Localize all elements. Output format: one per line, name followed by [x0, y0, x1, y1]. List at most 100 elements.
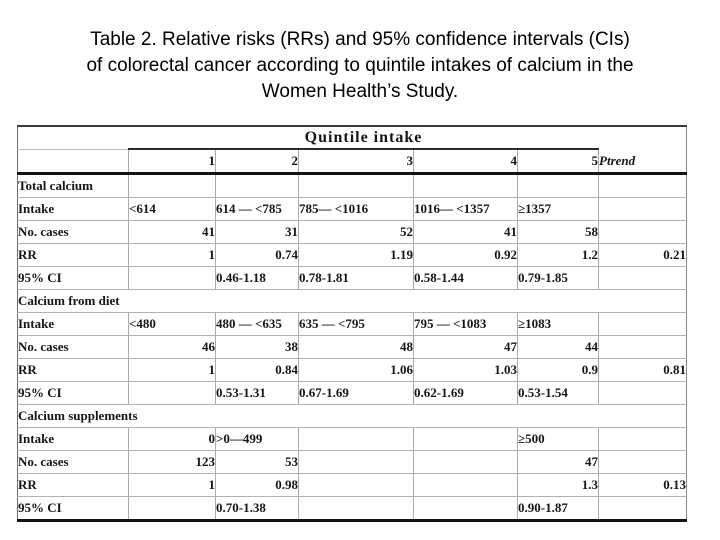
value-cell: 0.53-1.31	[215, 381, 299, 405]
slide-title: Table 2. Relative risks (RRs) and 95% co…	[0, 27, 720, 105]
value-cell	[413, 496, 518, 521]
column-numbers-row: 1 2 3 4 5 Ptrend	[17, 149, 687, 175]
section-header-row: Calcium from diet	[17, 289, 687, 313]
data-row: 95% CI 0.46-1.18 0.78-1.81 0.58-1.44 0.79-1.…	[17, 266, 687, 290]
value-cell: 58	[516, 220, 599, 244]
value-cell: 0.90-1.87	[516, 496, 599, 521]
value-cell: 1	[128, 358, 216, 382]
value-cell: 0.53-1.54	[516, 381, 599, 405]
value-cell: 31	[215, 220, 299, 244]
value-cell: 795 — <1083	[413, 312, 518, 336]
row-label: RR	[17, 358, 129, 382]
value-cell: 1	[128, 243, 216, 267]
section-header-row: Calcium supplements	[17, 404, 687, 428]
row-label: 95% CI	[17, 381, 129, 405]
value-cell: 0.70-1.38	[215, 496, 299, 521]
value-cell	[298, 496, 414, 521]
value-cell: 785— <1016	[298, 197, 414, 221]
data-row: RR 1 0.98 1.3 0.13	[17, 473, 687, 497]
value-cell: 1.03	[413, 358, 518, 382]
value-cell	[413, 473, 518, 497]
data-row: Intake <614 614 — <785 785— <1016 1016— <135…	[17, 197, 687, 221]
value-cell: <480	[128, 312, 216, 336]
value-cell	[413, 427, 518, 451]
empty-cell	[413, 173, 518, 198]
value-cell: 123	[128, 450, 216, 474]
ptrend-value-cell	[598, 220, 687, 244]
value-cell	[298, 427, 414, 451]
row-label: No. cases	[17, 335, 129, 359]
value-cell	[413, 450, 518, 474]
value-cell: 0	[128, 427, 216, 451]
value-cell: 0.58-1.44	[413, 266, 518, 290]
value-cell: 1.3	[516, 473, 599, 497]
value-cell: 47	[516, 450, 599, 474]
data-row: No. cases 123 53 47	[17, 450, 687, 474]
section-label: Total calcium	[17, 173, 129, 198]
row-label: 95% CI	[17, 496, 129, 521]
value-cell	[128, 496, 216, 521]
ptrend-value-cell: 0.21	[598, 243, 687, 267]
value-cell: 0.9	[516, 358, 599, 382]
quintile-intake-header: Quintile intake	[128, 126, 599, 150]
ptrend-value-cell	[598, 381, 687, 405]
value-cell: 1	[128, 473, 216, 497]
value-cell: <614	[128, 197, 216, 221]
quintile-header-row: Quintile intake	[17, 126, 687, 150]
header-corner-cell	[17, 126, 129, 150]
value-cell: 1.2	[516, 243, 599, 267]
ptrend-header-cell: Ptrend	[598, 149, 687, 175]
ptrend-value-cell: 0.13	[598, 473, 687, 497]
value-cell	[298, 450, 414, 474]
value-cell: 48	[298, 335, 414, 359]
value-cell: 0.74	[215, 243, 299, 267]
value-cell: 0.92	[413, 243, 518, 267]
value-cell	[128, 381, 216, 405]
value-cell	[128, 266, 216, 290]
section-label: Calcium supplements	[17, 404, 687, 428]
data-row: No. cases 46 38 48 47 44	[17, 335, 687, 359]
row-label: RR	[17, 243, 129, 267]
data-row: 95% CI 0.53-1.31 0.67-1.69 0.62-1.69 0.53-1.…	[17, 381, 687, 405]
title-line-1: Table 2. Relative risks (RRs) and 95% co…	[90, 29, 630, 50]
value-cell: 0.67-1.69	[298, 381, 414, 405]
row-label: RR	[17, 473, 129, 497]
section-header-row: Total calcium	[17, 173, 687, 198]
ptrend-value-cell	[598, 266, 687, 290]
value-cell: 0.98	[215, 473, 299, 497]
title-line-3: Women Health’s Study.	[261, 81, 459, 102]
row-label: Intake	[17, 197, 129, 221]
data-row: Intake <480 480 — <635 635 — <795 795 — <108…	[17, 312, 687, 336]
row-label: Intake	[17, 312, 129, 336]
data-row: RR 1 0.84 1.06 1.03 0.9 0.81	[17, 358, 687, 382]
value-cell: 1.19	[298, 243, 414, 267]
section-label: Calcium from diet	[17, 289, 687, 313]
value-cell: 635 — <795	[298, 312, 414, 336]
ptrend-value-cell	[598, 197, 687, 221]
value-cell: 41	[128, 220, 216, 244]
empty-cell	[298, 173, 414, 198]
row-label: 95% CI	[17, 266, 129, 290]
value-cell: 1.06	[298, 358, 414, 382]
value-cell: ≥1083	[516, 312, 599, 336]
data-row: Intake 0 >0—499 ≥500	[17, 427, 687, 451]
row-label: Intake	[17, 427, 129, 451]
column-number-cell: 4	[413, 149, 518, 175]
ptrend-value-cell	[598, 450, 687, 474]
column-number-cell: 3	[298, 149, 414, 175]
value-cell: 0.79-1.85	[516, 266, 599, 290]
empty-cell	[128, 173, 216, 198]
data-row: No. cases 41 31 52 41 58	[17, 220, 687, 244]
value-cell: 614 — <785	[215, 197, 299, 221]
title-line-2: of colorectal cancer according to quinti…	[86, 55, 634, 76]
value-cell: ≥1357	[516, 197, 599, 221]
header-ptrend-spacer	[599, 126, 687, 149]
ptrend-value-cell: 0.81	[598, 358, 687, 382]
data-row: RR 1 0.74 1.19 0.92 1.2 0.21	[17, 243, 687, 267]
empty-cell	[516, 173, 599, 198]
ptrend-value-cell	[598, 335, 687, 359]
value-cell: 52	[298, 220, 414, 244]
value-cell: 0.62-1.69	[413, 381, 518, 405]
value-cell: 0.46-1.18	[215, 266, 299, 290]
